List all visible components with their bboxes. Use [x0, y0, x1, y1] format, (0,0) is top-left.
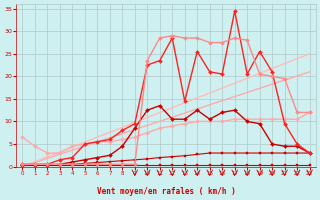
- X-axis label: Vent moyen/en rafales ( km/h ): Vent moyen/en rafales ( km/h ): [97, 187, 236, 196]
